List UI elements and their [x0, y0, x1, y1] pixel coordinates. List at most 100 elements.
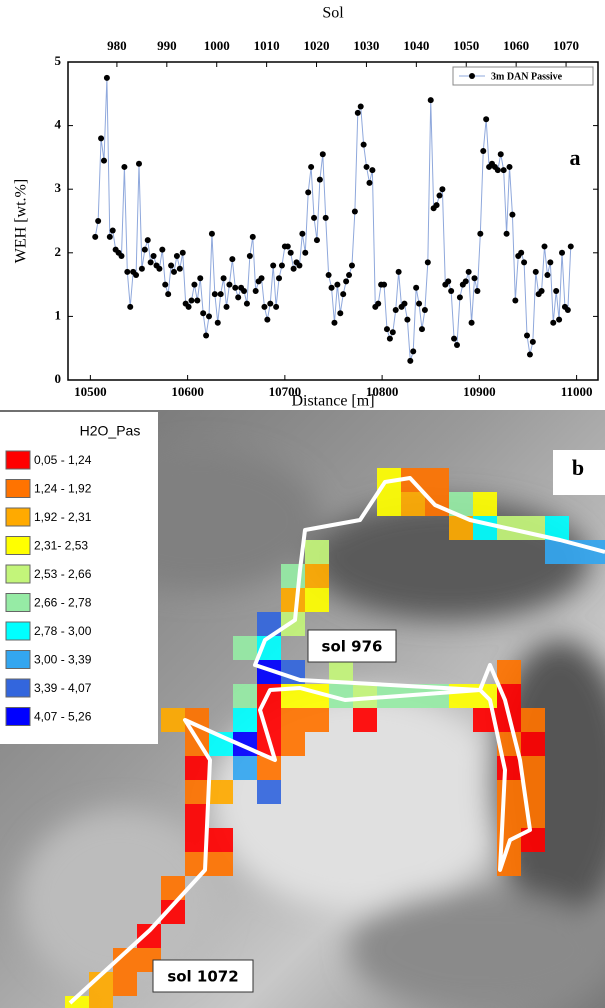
data-point [273, 303, 280, 310]
map-cell [209, 852, 233, 876]
data-point [480, 148, 487, 155]
data-point [252, 287, 259, 294]
legend-swatch [5, 650, 31, 669]
data-point [208, 230, 215, 237]
data-point [203, 332, 210, 339]
data-point [173, 252, 180, 259]
data-point [369, 167, 376, 174]
data-point [413, 284, 420, 291]
x2-tick-label: 1020 [304, 38, 330, 53]
data-point [261, 303, 268, 310]
panel-label: a [570, 145, 581, 170]
data-point [299, 230, 306, 237]
data-point [206, 313, 213, 320]
data-point [550, 319, 557, 326]
data-point [211, 291, 218, 298]
data-point [407, 357, 414, 364]
data-point [410, 348, 417, 355]
data-point [564, 307, 571, 314]
data-point [538, 287, 545, 294]
data-point [159, 246, 166, 253]
x2-tick-label: 1000 [204, 38, 230, 53]
data-point [366, 179, 373, 186]
map-cell [521, 732, 545, 756]
map-cell [353, 708, 377, 732]
data-point [296, 262, 303, 269]
data-point [500, 167, 507, 174]
data-point [191, 281, 198, 288]
data-point [360, 141, 367, 148]
data-point [331, 319, 338, 326]
x-tick-label: 10500 [74, 384, 107, 399]
data-point [521, 259, 528, 266]
data-point [439, 186, 446, 193]
data-point [474, 287, 481, 294]
data-point [436, 192, 443, 199]
data-point [313, 237, 320, 244]
data-point [451, 335, 458, 342]
data-point [249, 233, 256, 240]
legend-swatch [5, 536, 31, 555]
data-point [389, 329, 396, 336]
legend-label: 3m DAN Passive [491, 71, 563, 82]
x-tick-label: 10900 [463, 384, 496, 399]
x2-tick-label: 1030 [353, 38, 379, 53]
data-point [165, 291, 172, 298]
data-point [156, 265, 163, 272]
data-point [124, 268, 131, 275]
data-point [194, 297, 201, 304]
map-cell [185, 756, 209, 780]
data-point [553, 287, 560, 294]
map-cell [281, 612, 305, 636]
data-point [416, 300, 423, 307]
data-point [494, 167, 501, 174]
data-point [497, 151, 504, 158]
data-point [532, 268, 539, 275]
map-label-box [307, 629, 397, 663]
data-point [270, 262, 277, 269]
data-point [448, 287, 455, 294]
data-point [311, 214, 318, 221]
data-point [567, 243, 574, 250]
legend-label: 2,31- 2,53 [34, 539, 88, 553]
map-cell [377, 492, 401, 516]
map-cell [233, 756, 257, 780]
x-axis-label: Distance [m] [291, 393, 374, 410]
map-cell [281, 732, 305, 756]
x-tick-label: 10600 [171, 384, 204, 399]
data-point [477, 230, 484, 237]
data-point [424, 259, 431, 266]
map-cell [305, 588, 329, 612]
data-point [98, 135, 105, 142]
data-point [188, 297, 195, 304]
map-cell [281, 588, 305, 612]
data-point [328, 284, 335, 291]
map-cell [209, 780, 233, 804]
data-point [401, 300, 408, 307]
x-tick-label: 10700 [269, 384, 302, 399]
x-tick-label: 11000 [561, 384, 593, 399]
data-point [133, 272, 140, 279]
data-point [141, 246, 148, 253]
data-point [418, 326, 425, 333]
data-point [162, 281, 169, 288]
data-point [354, 109, 361, 116]
map-cell [113, 972, 137, 996]
map-label-box [152, 959, 254, 993]
map-cell [65, 996, 89, 1008]
map-cell [305, 708, 329, 732]
legend-label: 1,24 - 1,92 [34, 482, 92, 496]
data-point [106, 233, 113, 240]
data-point [118, 252, 125, 259]
legend-box [452, 66, 594, 86]
data-point [235, 294, 242, 301]
data-point [223, 303, 230, 310]
data-point [357, 103, 364, 110]
panel-label-box [553, 450, 605, 495]
data-point [541, 243, 548, 250]
data-point [232, 284, 239, 291]
y-tick-label: 1 [55, 307, 62, 322]
data-point [147, 259, 154, 266]
x2-tick-label: 980 [107, 38, 127, 53]
